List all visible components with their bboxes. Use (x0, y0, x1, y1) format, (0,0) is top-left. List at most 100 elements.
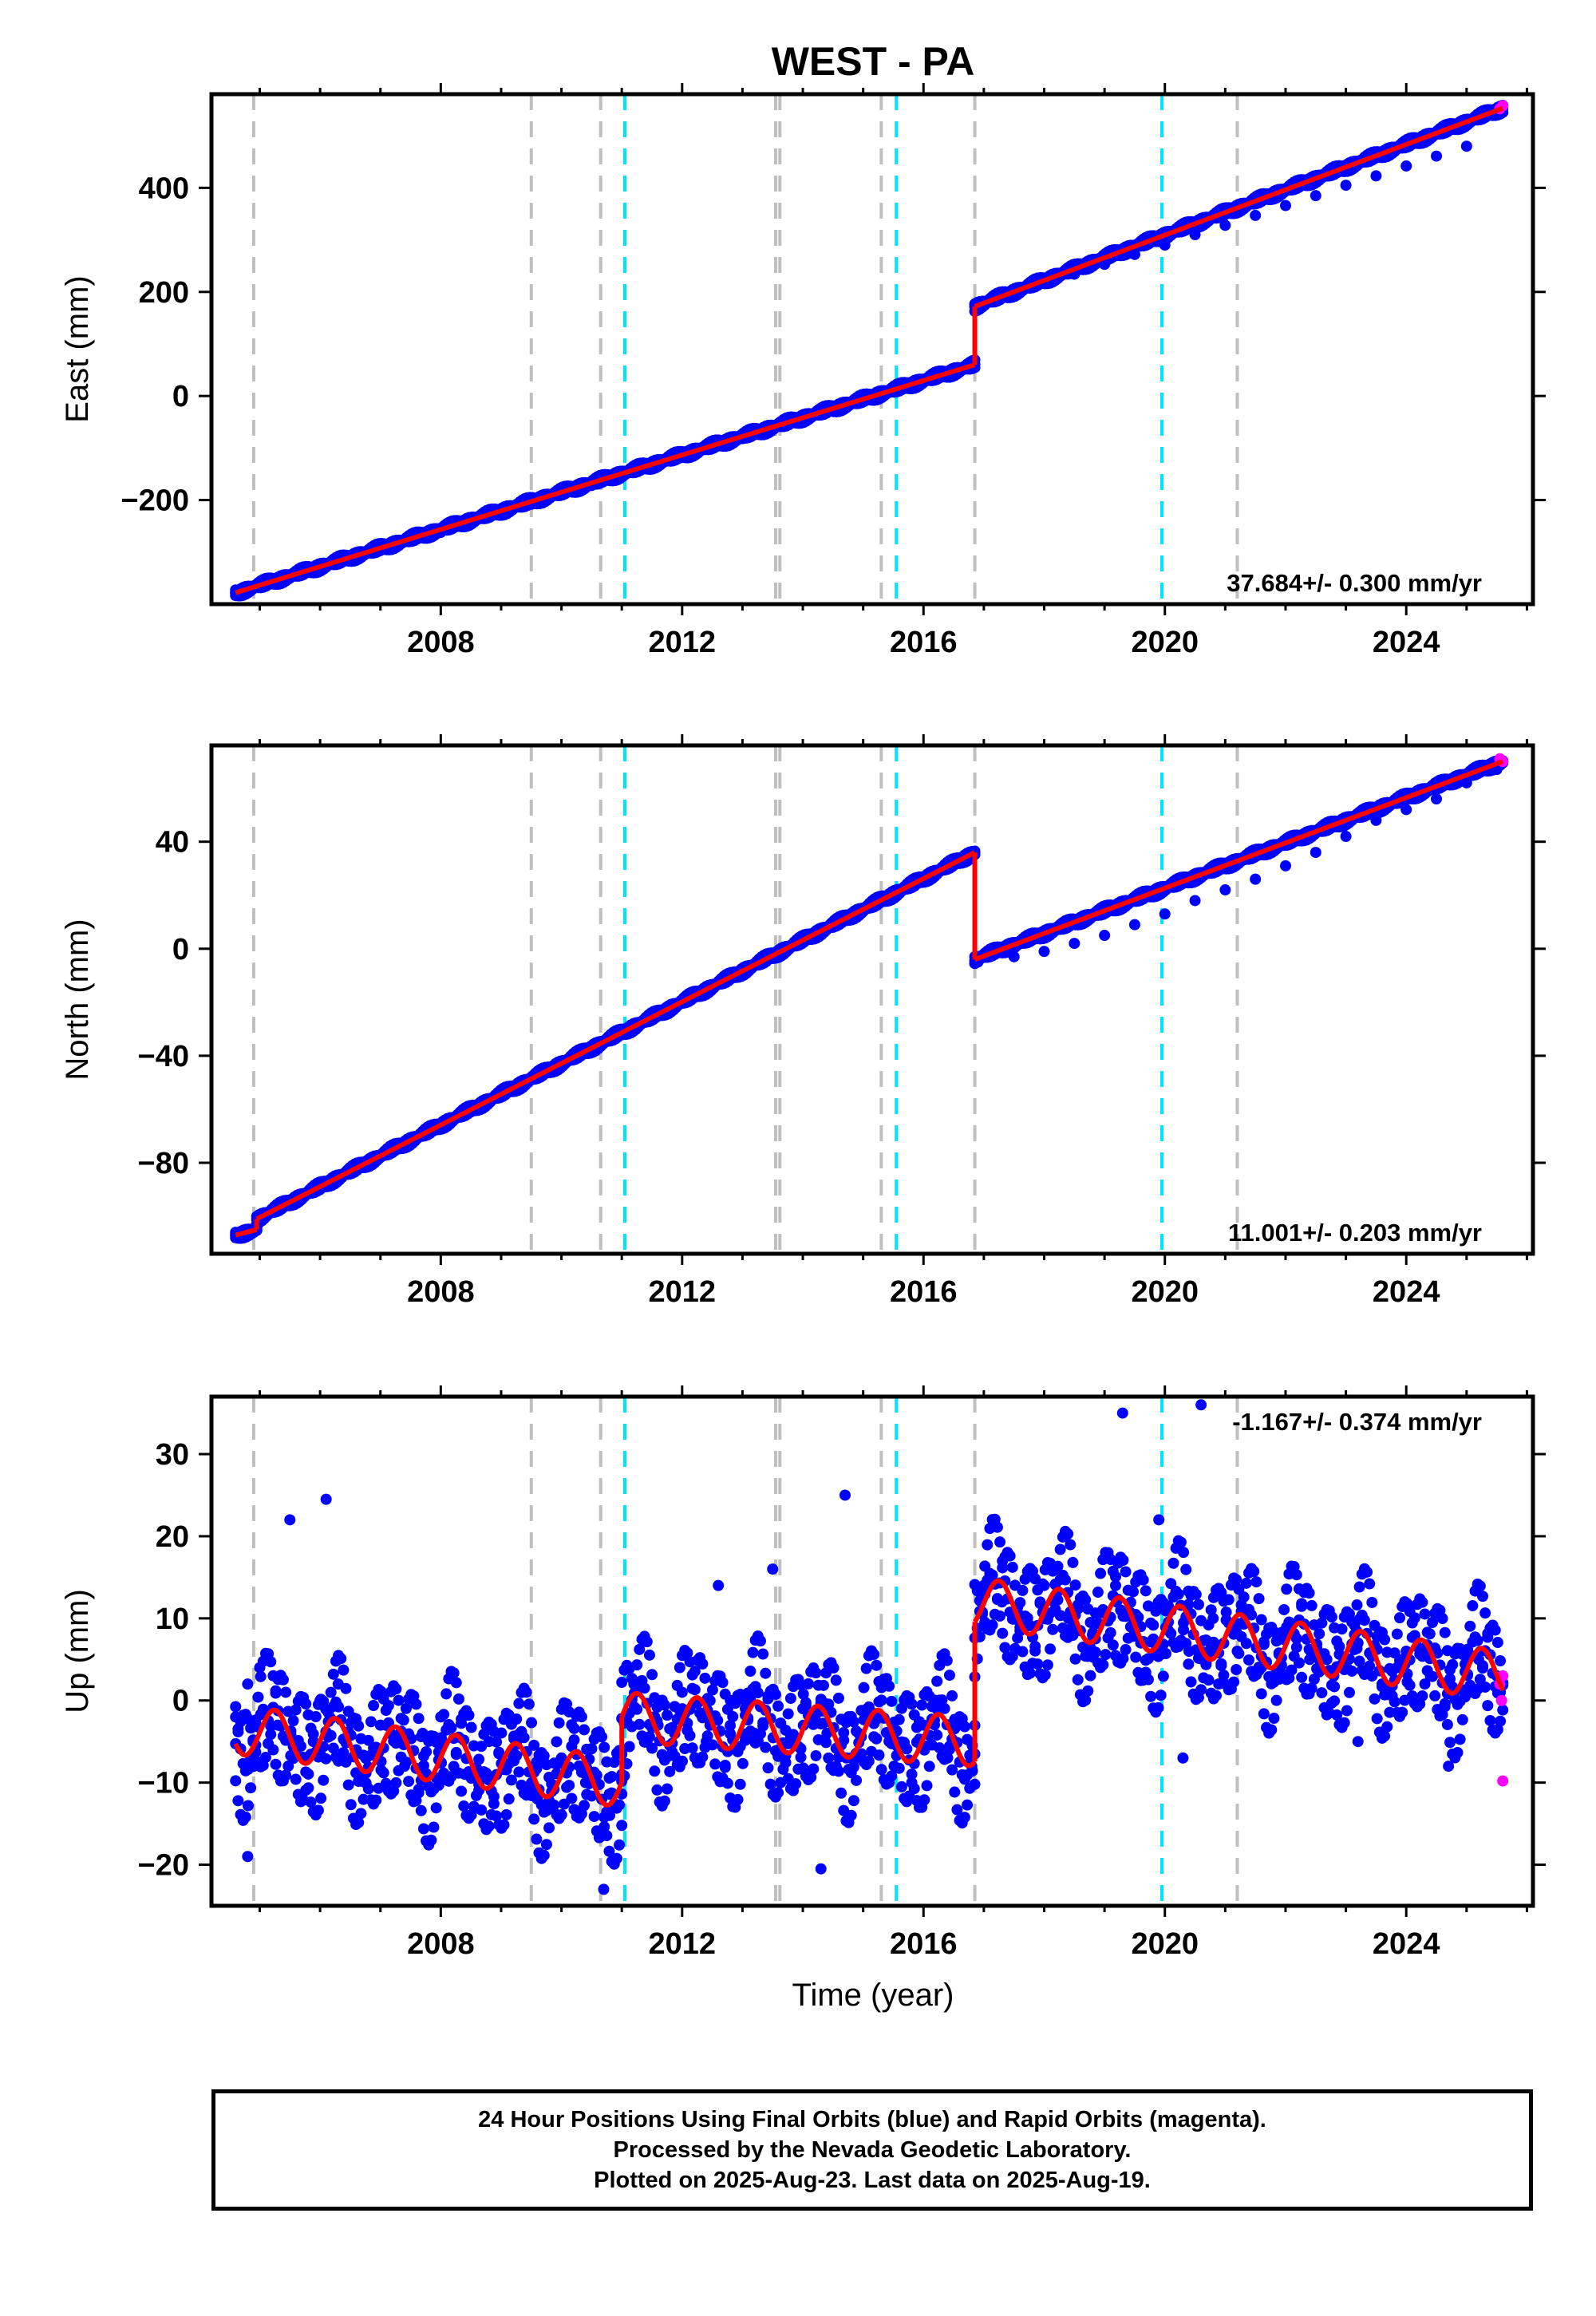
up-daily-point (1183, 1658, 1195, 1670)
up-daily-point (875, 1764, 887, 1776)
up-daily-point (327, 1742, 339, 1754)
up-final-orbit-point (1062, 1612, 1074, 1624)
north-final-orbit-point (1008, 951, 1020, 962)
up-daily-point (858, 1682, 870, 1694)
east-final-orbit-point (1431, 150, 1443, 162)
up-daily-point (873, 1749, 885, 1761)
up-daily-point (1128, 1586, 1140, 1598)
up-daily-point (946, 1764, 958, 1776)
up-daily-point (908, 1783, 920, 1795)
up-daily-point (886, 1695, 898, 1707)
up-daily-point (991, 1521, 1003, 1533)
up-daily-point (727, 1711, 739, 1723)
up-daily-point (1321, 1654, 1333, 1666)
up-daily-point (335, 1653, 347, 1665)
up-daily-point (1336, 1623, 1348, 1635)
up-final-orbit-point (815, 1863, 827, 1875)
up-daily-point (760, 1741, 772, 1753)
up-daily-point (1109, 1579, 1121, 1591)
up-daily-point (365, 1716, 377, 1728)
up-daily-point (764, 1778, 776, 1790)
up-daily-point (782, 1708, 794, 1720)
north-final-orbit-point (1310, 847, 1321, 859)
up-daily-point (553, 1717, 565, 1729)
up-daily-point (1006, 1561, 1018, 1573)
up-final-orbit-point (242, 1851, 254, 1863)
up-daily-point (1491, 1637, 1503, 1649)
up-daily-band (230, 1513, 1509, 1870)
up-daily-point (638, 1682, 650, 1694)
up-daily-point (1130, 1651, 1142, 1663)
up-daily-point (393, 1694, 405, 1706)
up-daily-point (1167, 1557, 1179, 1569)
up-daily-point (717, 1677, 729, 1689)
up-daily-point (1223, 1594, 1235, 1606)
up-daily-point (493, 1748, 505, 1760)
up-daily-point (943, 1670, 955, 1682)
up-daily-point (1017, 1646, 1029, 1658)
up-daily-point (986, 1619, 998, 1631)
up-daily-point (951, 1804, 963, 1816)
up-daily-point (1268, 1713, 1280, 1725)
north-y-tick-label: −40 (138, 1040, 189, 1073)
up-daily-point (999, 1642, 1011, 1654)
up-daily-point (1052, 1560, 1064, 1572)
up-final-orbit-point (978, 1579, 990, 1591)
up-daily-point (1329, 1681, 1341, 1693)
up-daily-point (1185, 1676, 1197, 1688)
up-daily-point (1100, 1649, 1112, 1661)
up-daily-point (706, 1684, 718, 1696)
up-daily-point (588, 1811, 600, 1823)
up-daily-point (1456, 1713, 1468, 1725)
up-daily-point (452, 1693, 464, 1705)
up-daily-point (686, 1742, 698, 1754)
up-daily-point (1145, 1690, 1157, 1702)
up-daily-point (610, 1852, 622, 1864)
up-daily-point (1065, 1539, 1077, 1551)
up-daily-point (1441, 1718, 1453, 1730)
up-daily-point (946, 1690, 958, 1701)
up-daily-point (721, 1777, 733, 1789)
up-daily-point (1067, 1556, 1079, 1568)
up-daily-point (300, 1698, 312, 1710)
up-daily-point (883, 1680, 895, 1692)
up-daily-point (1215, 1660, 1227, 1672)
up-daily-point (677, 1755, 689, 1767)
up-daily-point (1424, 1628, 1436, 1640)
north-final-orbit-point (1279, 860, 1291, 871)
up-daily-point (513, 1697, 525, 1709)
up-daily-point (230, 1701, 242, 1713)
chart-title: WEST - PA (772, 39, 975, 84)
up-daily-point (832, 1692, 844, 1704)
north-plot-frame (209, 743, 1535, 1256)
north-final-orbit-point (1069, 938, 1080, 950)
up-daily-point (1364, 1660, 1376, 1672)
up-daily-point (280, 1686, 292, 1698)
up-daily-point (943, 1744, 955, 1756)
up-daily-point (338, 1747, 350, 1759)
up-daily-point (1029, 1641, 1041, 1653)
up-daily-point (810, 1667, 822, 1679)
up-daily-point (239, 1811, 251, 1823)
up-rapid-orbit-point (1497, 1775, 1509, 1787)
up-daily-point (1439, 1701, 1451, 1713)
up-final-orbit-point (604, 1809, 616, 1821)
up-daily-point (997, 1627, 1009, 1639)
up-daily-point (1165, 1627, 1177, 1639)
up-final-orbit-point (555, 1752, 567, 1764)
up-daily-point (476, 1804, 488, 1816)
up-daily-point (1474, 1580, 1486, 1592)
north-final-orbit-point (1340, 830, 1352, 842)
up-daily-point (421, 1745, 433, 1757)
x-axis-label: Time (year) (792, 1978, 954, 2013)
north-daily-band (230, 755, 1509, 1244)
up-daily-point (1240, 1638, 1252, 1650)
up-daily-point (1178, 1547, 1190, 1559)
up-daily-point (1419, 1608, 1431, 1620)
north-model-curve (255, 850, 976, 1222)
up-daily-point (838, 1726, 850, 1738)
up-y-axis-label: Up (mm) (60, 1589, 95, 1713)
up-daily-point (579, 1800, 591, 1812)
up-x-tick-label: 2024 (1373, 1927, 1440, 1961)
up-daily-point (734, 1778, 746, 1790)
